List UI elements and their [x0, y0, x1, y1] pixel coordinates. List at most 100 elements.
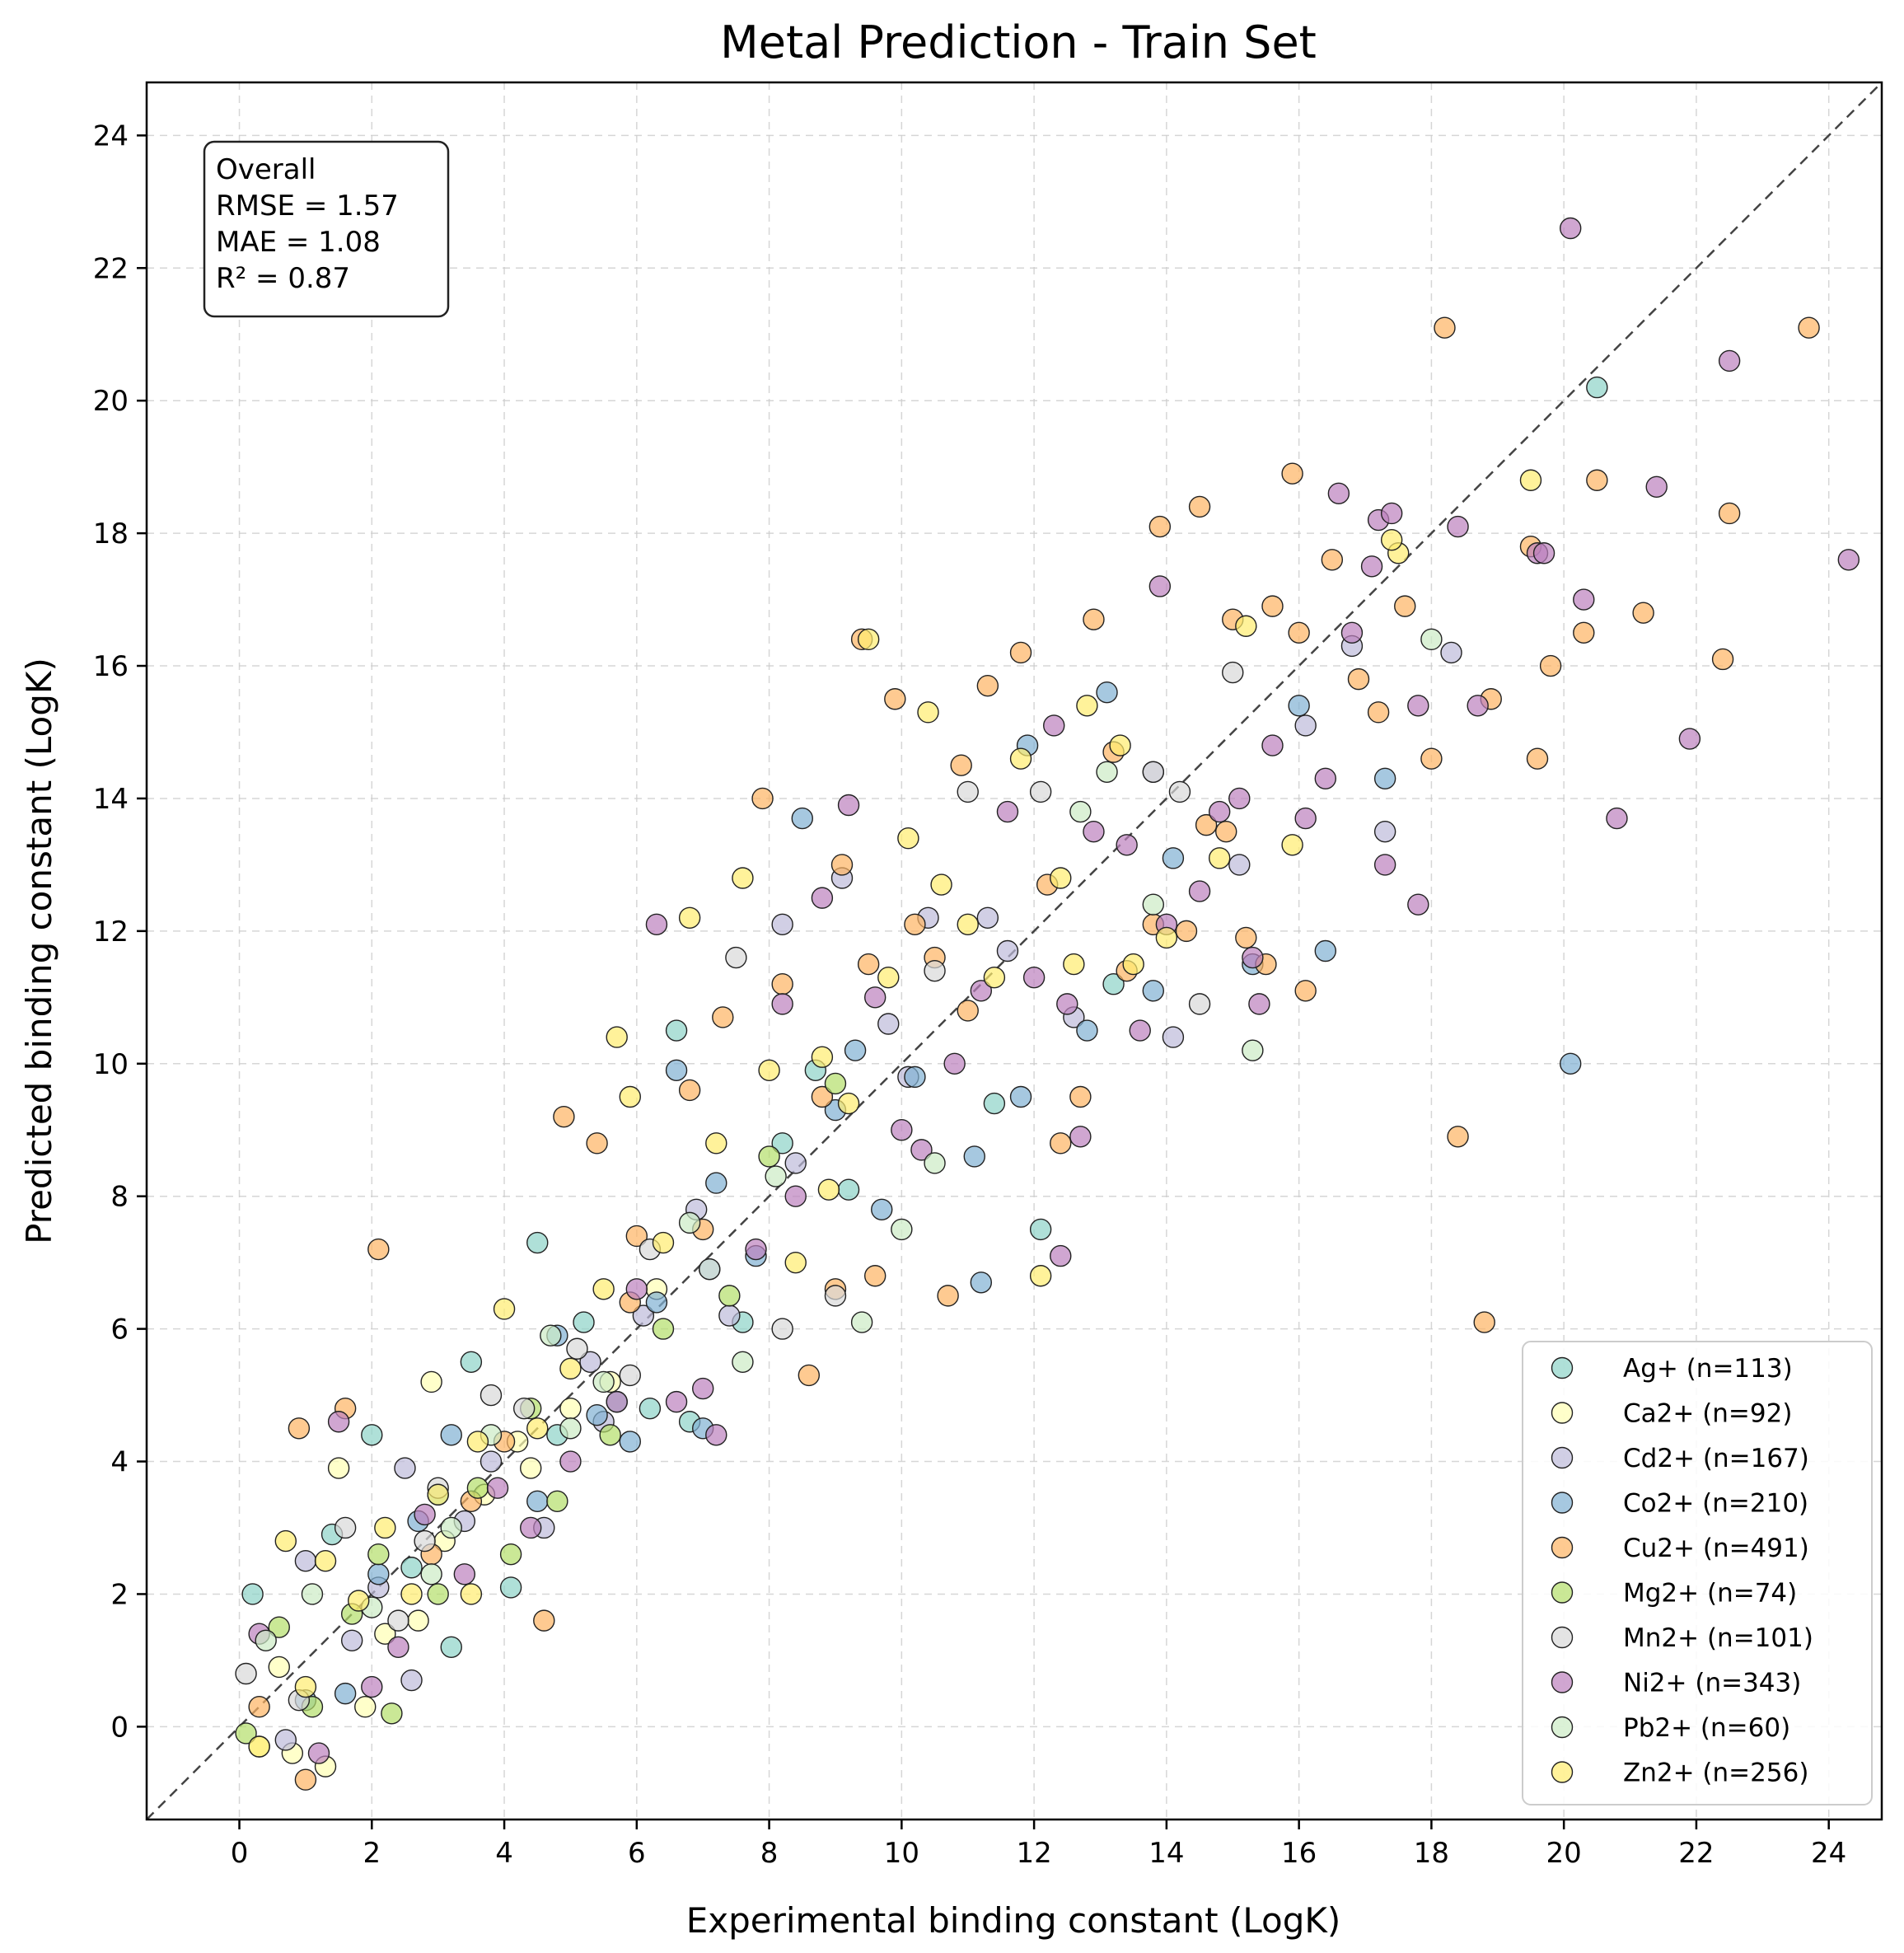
data-point [1261, 595, 1284, 617]
data-point [718, 1304, 741, 1327]
y-tick-label: 14 [93, 783, 129, 816]
data-point [1373, 854, 1396, 876]
data-point [983, 966, 1006, 989]
legend-label: Mg2+ (n=74) [1623, 1579, 1797, 1609]
data-point [1142, 893, 1165, 916]
data-point [824, 1072, 847, 1095]
data-point [732, 1351, 754, 1374]
data-point [957, 1000, 979, 1022]
data-point [1340, 621, 1364, 644]
data-point [1063, 953, 1085, 976]
data-point [950, 754, 972, 776]
data-point [599, 1424, 621, 1446]
data-point [692, 1377, 714, 1400]
data-point [1586, 376, 1608, 399]
data-point [407, 1609, 429, 1632]
stats-title: Overall [216, 153, 316, 186]
data-point [367, 1238, 390, 1261]
data-point [427, 1483, 449, 1506]
y-tick-label: 18 [93, 518, 129, 550]
data-point [817, 1178, 840, 1201]
y-tick-label: 24 [93, 119, 129, 152]
data-point [400, 1583, 423, 1605]
data-point [1294, 980, 1317, 1002]
data-point [235, 1722, 257, 1745]
data-point [645, 1291, 668, 1314]
data-point [930, 873, 952, 896]
legend-label: Mn2+ (n=101) [1623, 1623, 1813, 1653]
data-point [1148, 515, 1172, 538]
data-point [1645, 475, 1668, 498]
data-point [400, 1557, 423, 1579]
x-tick-label: 10 [884, 1837, 919, 1870]
data-point [1407, 893, 1429, 916]
data-point [1050, 867, 1072, 889]
data-point [1022, 966, 1046, 989]
data-point [1440, 641, 1462, 664]
data-point [891, 1218, 913, 1241]
data-point [1162, 1026, 1185, 1048]
data-point [857, 953, 880, 976]
data-point [1235, 615, 1257, 637]
stats-mae: MAE = 1.08 [216, 226, 381, 259]
data-point [884, 688, 906, 710]
data-point [871, 1198, 893, 1220]
data-point [374, 1516, 396, 1539]
data-point [1242, 1039, 1264, 1061]
data-point [1632, 602, 1654, 624]
data-point [1168, 780, 1191, 803]
legend-label: Pb2+ (n=60) [1623, 1713, 1790, 1743]
data-point [327, 1411, 350, 1433]
data-point [619, 1364, 641, 1387]
data-point [559, 1397, 582, 1420]
data-point [771, 1318, 793, 1340]
data-point [414, 1503, 436, 1526]
data-point [996, 939, 1019, 962]
legend-marker [1551, 1626, 1574, 1649]
data-point [546, 1490, 568, 1513]
data-point [1373, 767, 1396, 790]
data-point [387, 1609, 409, 1632]
data-point [493, 1298, 516, 1320]
data-point [665, 1019, 688, 1042]
stats-r2: R² = 0.87 [216, 262, 350, 295]
x-tick-label: 24 [1811, 1837, 1846, 1870]
y-tick-label: 22 [93, 252, 129, 285]
data-point [652, 1318, 675, 1340]
data-point [348, 1590, 370, 1612]
data-point [1102, 973, 1125, 995]
data-point [811, 1046, 834, 1068]
data-point [639, 1397, 662, 1420]
data-point [1288, 695, 1310, 717]
data-point [1532, 542, 1555, 564]
data-point [632, 1304, 655, 1327]
data-point [274, 1529, 297, 1553]
data-point [891, 1119, 913, 1141]
data-point [1175, 920, 1198, 943]
data-point [996, 800, 1019, 823]
data-point [863, 1265, 887, 1287]
y-tick-label: 4 [110, 1446, 129, 1479]
data-point [1076, 1019, 1098, 1042]
data-point [705, 1132, 727, 1154]
data-point [1360, 555, 1383, 578]
data-point [1420, 747, 1443, 770]
legend-label: Co2+ (n=210) [1623, 1489, 1808, 1519]
x-tick-label: 22 [1678, 1837, 1714, 1870]
x-tick-label: 4 [495, 1837, 513, 1870]
data-point [420, 1370, 442, 1393]
x-axis-label: Experimental binding constant (LogK) [686, 1900, 1341, 1941]
data-point [1029, 1218, 1052, 1241]
y-tick-label: 6 [110, 1314, 129, 1346]
data-point [1083, 608, 1105, 630]
data-point [420, 1563, 442, 1585]
data-point [307, 1742, 330, 1764]
data-point [1380, 502, 1403, 525]
data-point [983, 1092, 1006, 1115]
data-point [897, 827, 919, 850]
data-point [1096, 761, 1118, 783]
data-point [745, 1238, 767, 1261]
data-point [937, 1285, 959, 1307]
data-point [1043, 714, 1065, 737]
data-point [1573, 588, 1595, 611]
